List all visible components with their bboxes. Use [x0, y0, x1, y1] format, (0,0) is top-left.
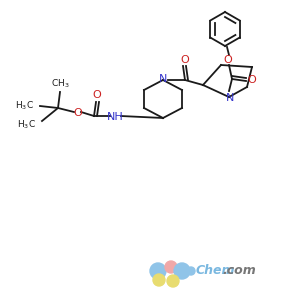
Text: $\mathregular{CH_3}$: $\mathregular{CH_3}$	[51, 78, 69, 90]
Text: .com: .com	[222, 265, 256, 278]
Circle shape	[153, 274, 165, 286]
Circle shape	[187, 267, 195, 275]
Text: $\mathregular{H_3C}$: $\mathregular{H_3C}$	[16, 119, 35, 131]
Text: NH: NH	[106, 112, 123, 122]
Circle shape	[150, 263, 166, 279]
Text: N: N	[226, 93, 234, 103]
Text: O: O	[181, 55, 189, 65]
Text: O: O	[248, 75, 256, 85]
Text: $\mathregular{H_3C}$: $\mathregular{H_3C}$	[14, 100, 34, 112]
Text: Chem: Chem	[196, 265, 236, 278]
Circle shape	[165, 261, 177, 273]
Text: O: O	[93, 90, 101, 100]
Text: O: O	[74, 108, 82, 118]
Circle shape	[174, 263, 190, 279]
Text: N: N	[159, 74, 167, 84]
Text: O: O	[224, 55, 232, 65]
Circle shape	[167, 275, 179, 287]
